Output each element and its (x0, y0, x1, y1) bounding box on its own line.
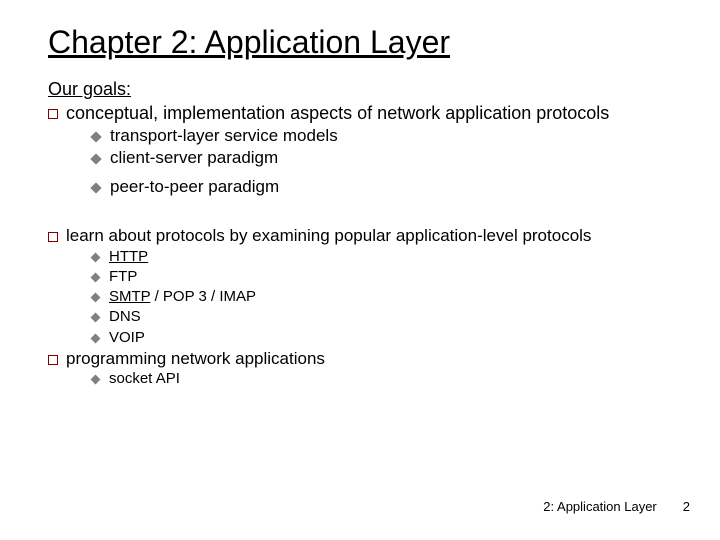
bullet-item: programming network applications (48, 348, 680, 369)
sub-text: DNS (109, 307, 141, 327)
sub-item: DNS (92, 307, 680, 327)
bullet-text: learn about protocols by examining popul… (66, 225, 591, 246)
diamond-bullet-icon (90, 131, 101, 142)
sub-item: peer-to-peer paradigm (92, 176, 680, 199)
diamond-bullet-icon (91, 252, 101, 262)
diamond-bullet-icon (91, 293, 101, 303)
sub-item: HTTP (92, 247, 680, 267)
slide-footer: 2: Application Layer 2 (543, 499, 690, 514)
square-bullet-icon (48, 355, 58, 365)
bullet-item: learn about protocols by examining popul… (48, 225, 680, 246)
smtp-label: SMTP (109, 288, 150, 305)
slide: Chapter 2: Application Layer Our goals: … (0, 0, 720, 540)
bullet-item: conceptual, implementation aspects of ne… (48, 102, 680, 125)
sub-text: transport-layer service models (110, 125, 338, 148)
bullet-text: conceptual, implementation aspects of ne… (66, 102, 609, 125)
diamond-bullet-icon (91, 375, 101, 385)
sub-text: SMTP / POP 3 / IMAP (109, 287, 256, 307)
square-bullet-icon (48, 109, 58, 119)
diamond-bullet-icon (90, 154, 101, 165)
bullet-text: programming network applications (66, 348, 325, 369)
sub-item: FTP (92, 267, 680, 287)
sub-item: socket API (92, 369, 680, 389)
page-number: 2 (683, 499, 690, 514)
goals-label: Our goals: (48, 79, 680, 100)
sub-list: transport-layer service models client-se… (92, 125, 680, 200)
sub-text: client-server paradigm (110, 147, 278, 170)
protocols-block: learn about protocols by examining popul… (48, 225, 680, 389)
slide-title: Chapter 2: Application Layer (48, 24, 680, 61)
diamond-bullet-icon (90, 183, 101, 194)
diamond-bullet-icon (91, 333, 101, 343)
sub-item: VOIP (92, 328, 680, 348)
sub-list: HTTP FTP SMTP / POP 3 / IMAP DNS VOIP (92, 247, 680, 348)
sub-text: socket API (109, 369, 180, 389)
footer-label: 2: Application Layer (543, 499, 656, 514)
sub-list: socket API (92, 369, 680, 389)
square-bullet-icon (48, 232, 58, 242)
sub-item: client-server paradigm (92, 147, 680, 170)
sub-text: VOIP (109, 328, 145, 348)
sub-item: SMTP / POP 3 / IMAP (92, 287, 680, 307)
goals-block: Our goals: conceptual, implementation as… (48, 79, 680, 199)
diamond-bullet-icon (91, 272, 101, 282)
sub-item: transport-layer service models (92, 125, 680, 148)
sub-text: peer-to-peer paradigm (110, 176, 279, 199)
sub-text: FTP (109, 267, 137, 287)
sub-text: HTTP (109, 247, 148, 267)
diamond-bullet-icon (91, 313, 101, 323)
pop-imap-label: / POP 3 / IMAP (150, 288, 256, 305)
